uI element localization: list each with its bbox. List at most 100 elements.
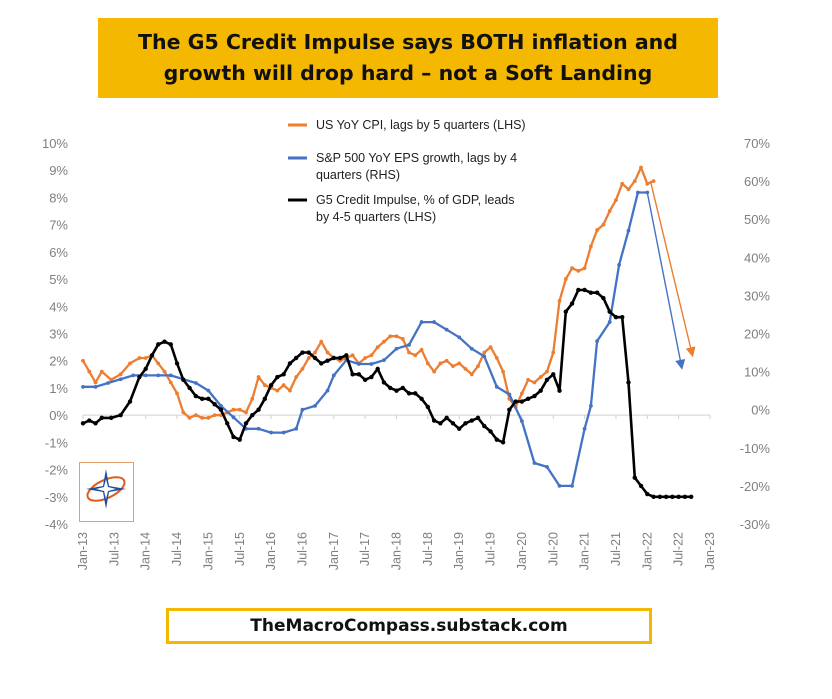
data-point-cpi	[156, 361, 161, 366]
right-tick-label: 0%	[751, 403, 770, 418]
data-point-impulse	[275, 374, 280, 380]
data-point-eps	[256, 426, 261, 431]
data-point-cpi	[438, 361, 443, 366]
title-banner: The G5 Credit Impulse says BOTH inflatio…	[98, 18, 718, 98]
footer-url[interactable]: TheMacroCompass.substack.com	[250, 616, 568, 636]
data-point-cpi	[607, 209, 612, 213]
data-point-cpi	[620, 181, 625, 186]
data-point-cpi	[394, 334, 399, 339]
data-point-cpi	[413, 353, 418, 358]
data-point-impulse	[500, 440, 506, 445]
right-tick-label: 40%	[744, 250, 770, 265]
data-point-cpi	[400, 337, 405, 341]
data-point-impulse	[544, 377, 550, 382]
data-point-impulse	[557, 388, 562, 393]
data-point-cpi	[137, 356, 142, 360]
data-point-eps	[532, 461, 537, 465]
data-point-cpi	[87, 369, 92, 374]
data-point-cpi	[300, 366, 305, 371]
x-tick-label: Jul-22	[672, 532, 686, 566]
data-point-impulse	[538, 388, 543, 393]
data-point-cpi	[601, 222, 606, 227]
left-tick-label: -4%	[45, 517, 69, 532]
data-point-eps	[419, 320, 424, 324]
data-point-eps	[313, 403, 317, 408]
left-tick-label: -2%	[45, 463, 69, 478]
data-point-impulse	[369, 374, 374, 380]
data-point-eps	[595, 339, 600, 344]
data-point-cpi	[588, 244, 593, 249]
data-point-eps	[106, 381, 110, 385]
data-point-impulse	[174, 361, 180, 366]
data-point-eps	[356, 362, 361, 366]
data-point-impulse	[425, 404, 431, 410]
data-point-impulse	[156, 342, 161, 347]
data-point-impulse	[551, 372, 556, 377]
left-tick-label: 6%	[49, 245, 68, 260]
right-tick-label: -20%	[740, 479, 771, 494]
data-point-impulse	[143, 366, 148, 372]
left-tick-label: -1%	[45, 435, 69, 450]
data-point-eps	[156, 373, 161, 378]
data-point-impulse	[457, 426, 462, 431]
legend-label-eps: quarters (RHS)	[316, 168, 400, 182]
x-tick-label: Jul-20	[546, 532, 560, 566]
data-point-cpi	[319, 339, 324, 344]
data-point-impulse	[431, 418, 437, 423]
data-point-impulse	[507, 407, 512, 412]
data-point-cpi	[551, 350, 556, 355]
data-point-impulse	[206, 396, 211, 402]
data-point-impulse	[400, 385, 405, 391]
data-point-eps	[281, 430, 286, 435]
data-point-impulse	[576, 287, 581, 293]
data-point-impulse	[231, 434, 236, 440]
data-point-cpi	[645, 181, 650, 186]
data-point-impulse	[670, 494, 675, 499]
data-point-impulse	[682, 494, 688, 499]
data-point-cpi	[651, 179, 656, 184]
data-point-cpi	[639, 165, 643, 170]
data-point-impulse	[651, 494, 656, 499]
data-point-impulse	[601, 295, 606, 301]
left-tick-label: 2%	[49, 354, 68, 369]
data-point-impulse	[237, 437, 242, 442]
data-point-impulse	[162, 339, 167, 344]
logo	[79, 462, 134, 522]
data-point-impulse	[344, 353, 349, 358]
data-point-impulse	[199, 396, 205, 402]
data-point-impulse	[638, 483, 644, 489]
data-point-impulse	[118, 412, 123, 418]
x-tick-label: Jul-14	[170, 532, 184, 566]
data-point-cpi	[614, 198, 618, 203]
data-point-impulse	[87, 418, 92, 423]
data-point-impulse	[444, 415, 449, 421]
x-tick-label: Jan-19	[452, 532, 466, 570]
data-point-impulse	[645, 491, 650, 497]
data-point-cpi	[262, 383, 267, 388]
data-point-impulse	[256, 407, 261, 412]
x-tick-label: Jan-18	[390, 532, 404, 570]
data-point-impulse	[688, 494, 694, 499]
x-tick-label: Jan-14	[139, 532, 153, 570]
data-point-eps	[231, 415, 236, 420]
data-point-impulse	[312, 355, 318, 361]
right-tick-label: -10%	[740, 441, 771, 456]
title-line-1: The G5 Credit Impulse says BOTH inflatio…	[138, 30, 678, 54]
data-point-cpi	[250, 396, 255, 401]
data-point-eps	[469, 346, 474, 351]
data-point-impulse	[325, 358, 330, 363]
data-point-impulse	[268, 383, 274, 388]
data-point-impulse	[413, 391, 418, 396]
x-tick-label: Jan-21	[578, 532, 592, 570]
data-point-impulse	[513, 399, 518, 404]
data-point-impulse	[588, 290, 594, 295]
x-tick-label: Jul-18	[421, 532, 435, 566]
left-tick-label: 7%	[49, 218, 68, 233]
data-point-cpi	[626, 187, 631, 192]
data-point-eps	[168, 373, 173, 378]
data-point-cpi	[212, 413, 217, 418]
data-point-eps	[507, 392, 512, 397]
data-point-cpi	[325, 350, 330, 355]
data-point-cpi	[419, 347, 424, 352]
